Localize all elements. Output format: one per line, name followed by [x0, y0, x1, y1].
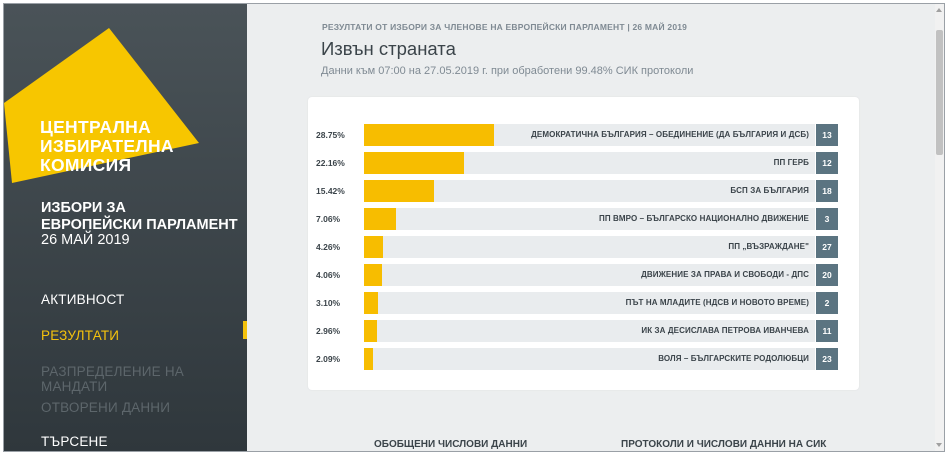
browser-window: ЦЕНТРАЛНА ИЗБИРАТЕЛНА КОМИСИЯ ИЗБОРИ ЗА …	[3, 3, 945, 452]
result-bar-track: БСП ЗА БЪЛГАРИЯ	[364, 180, 815, 202]
result-bar	[364, 264, 383, 286]
breadcrumb: РЕЗУЛТАТИ ОТ ИЗБОРИ ЗА ЧЛЕНОВЕ НА ЕВРОПЕ…	[322, 22, 688, 32]
result-row[interactable]: 4.06% ДВИЖЕНИЕ ЗА ПРАВА И СВОБОДИ - ДПС …	[308, 264, 859, 286]
scroll-up-icon[interactable]	[936, 8, 942, 12]
nav-item-open-data[interactable]: ОТВОРЕНИ ДАННИ	[41, 400, 171, 415]
nav-item-results[interactable]: РЕЗУЛТАТИ	[41, 328, 120, 343]
result-bar	[364, 180, 434, 202]
active-nav-marker	[243, 321, 247, 339]
protocols-link[interactable]: ПРОТОКОЛИ И ЧИСЛОВИ ДАННИ НА СИК	[621, 439, 827, 450]
result-bar	[364, 152, 464, 174]
logo-line: ИЗБИРАТЕЛНА	[40, 136, 174, 156]
result-row[interactable]: 15.42% БСП ЗА БЪЛГАРИЯ 18	[308, 180, 859, 202]
result-bar	[364, 348, 374, 370]
party-name: ПП „ВЪЗРАЖДАНЕ"	[728, 242, 809, 251]
result-bar-track: ВОЛЯ – БЪЛГАРСКИТЕ РОДОЛЮБЦИ	[364, 348, 815, 370]
result-percentage: 4.06%	[316, 270, 341, 280]
result-row[interactable]: 4.26% ПП „ВЪЗРАЖДАНЕ" 27	[308, 236, 859, 258]
page-subtitle: Данни към 07:00 на 27.05.2019 г. при обр…	[321, 65, 694, 77]
cik-logo-shape	[4, 28, 199, 183]
result-bar-track: ПП „ВЪЗРАЖДАНЕ"	[364, 236, 815, 258]
scroll-down-icon[interactable]	[936, 443, 942, 447]
ballot-number-badge: 11	[816, 320, 838, 342]
scrollbar[interactable]	[935, 4, 944, 451]
result-bar	[364, 208, 396, 230]
result-bar	[364, 236, 384, 258]
logo-line: ЦЕНТРАЛНА	[40, 117, 152, 137]
result-percentage: 15.42%	[316, 186, 345, 196]
result-row[interactable]: 2.96% ИК ЗА ДЕСИСЛАВА ПЕТРОВА ИВАНЧЕВА 1…	[308, 320, 859, 342]
result-bar-track: ДЕМОКРАТИЧНА БЪЛГАРИЯ – ОБЕДИНЕНИЕ (ДА Б…	[364, 124, 815, 146]
result-bar-track: ПП ВМРО – БЪЛГАРСКО НАЦИОНАЛНО ДВИЖЕНИЕ	[364, 208, 815, 230]
election-title: ИЗБОРИ ЗА ЕВРОПЕЙСКИ ПАРЛАМЕНТ	[41, 200, 238, 234]
result-percentage: 4.26%	[316, 242, 341, 252]
result-bar-track: ПП ГЕРБ	[364, 152, 815, 174]
ballot-number-badge: 2	[816, 292, 838, 314]
ballot-number-badge: 18	[816, 180, 838, 202]
election-title-line: ИЗБОРИ ЗА	[41, 200, 126, 216]
ballot-number-badge: 13	[816, 124, 838, 146]
election-date: 26 МАЙ 2019	[41, 232, 130, 248]
result-percentage: 2.96%	[316, 326, 341, 336]
party-name: ИК ЗА ДЕСИСЛАВА ПЕТРОВА ИВАНЧЕВА	[641, 326, 809, 335]
cik-logo-text[interactable]: ЦЕНТРАЛНА ИЗБИРАТЕЛНА КОМИСИЯ	[40, 118, 174, 175]
result-row[interactable]: 2.09% ВОЛЯ – БЪЛГАРСКИТЕ РОДОЛЮБЦИ 23	[308, 348, 859, 370]
party-name: ПЪТ НА МЛАДИТЕ (НДСВ И НОВОТО ВРЕМЕ)	[625, 298, 809, 307]
result-bar	[364, 292, 378, 314]
ballot-number-badge: 12	[816, 152, 838, 174]
ballot-number-badge: 27	[816, 236, 838, 258]
sidebar: ЦЕНТРАЛНА ИЗБИРАТЕЛНА КОМИСИЯ ИЗБОРИ ЗА …	[4, 4, 247, 451]
party-name: ДЕМОКРАТИЧНА БЪЛГАРИЯ – ОБЕДИНЕНИЕ (ДА Б…	[531, 130, 809, 139]
result-bar	[364, 320, 378, 342]
nav-item-activity[interactable]: АКТИВНОСТ	[41, 292, 125, 307]
party-name: ПП ВМРО – БЪЛГАРСКО НАЦИОНАЛНО ДВИЖЕНИЕ	[599, 214, 809, 223]
logo-line: КОМИСИЯ	[40, 155, 132, 175]
result-percentage: 2.09%	[316, 354, 341, 364]
ballot-number-badge: 23	[816, 348, 838, 370]
result-percentage: 28.75%	[316, 130, 345, 140]
nav-item-search[interactable]: ТЪРСЕНЕ	[41, 434, 108, 449]
result-bar	[364, 124, 494, 146]
result-percentage: 3.10%	[316, 298, 341, 308]
ballot-number-badge: 20	[816, 264, 838, 286]
party-name: ПП ГЕРБ	[773, 158, 809, 167]
page-title: Извън страната	[321, 38, 456, 59]
party-name: ВОЛЯ – БЪЛГАРСКИТЕ РОДОЛЮБЦИ	[658, 354, 809, 363]
party-name: ДВИЖЕНИЕ ЗА ПРАВА И СВОБОДИ - ДПС	[641, 270, 809, 279]
result-row[interactable]: 7.06% ПП ВМРО – БЪЛГАРСКО НАЦИОНАЛНО ДВИ…	[308, 208, 859, 230]
ballot-number-badge: 3	[816, 208, 838, 230]
result-row[interactable]: 22.16% ПП ГЕРБ 12	[308, 152, 859, 174]
result-bar-track: ДВИЖЕНИЕ ЗА ПРАВА И СВОБОДИ - ДПС	[364, 264, 815, 286]
summary-data-link[interactable]: ОБОБЩЕНИ ЧИСЛОВИ ДАННИ	[374, 439, 528, 450]
result-bar-track: ПЪТ НА МЛАДИТЕ (НДСВ И НОВОТО ВРЕМЕ)	[364, 292, 815, 314]
nav-item-mandates[interactable]: РАЗПРЕДЕЛЕНИЕ НА МАНДАТИ	[41, 364, 184, 394]
result-row[interactable]: 28.75% ДЕМОКРАТИЧНА БЪЛГАРИЯ – ОБЕДИНЕНИ…	[308, 124, 859, 146]
result-row[interactable]: 3.10% ПЪТ НА МЛАДИТЕ (НДСВ И НОВОТО ВРЕМ…	[308, 292, 859, 314]
result-percentage: 7.06%	[316, 214, 341, 224]
scroll-thumb[interactable]	[936, 30, 943, 155]
result-percentage: 22.16%	[316, 158, 345, 168]
result-bar-track: ИК ЗА ДЕСИСЛАВА ПЕТРОВА ИВАНЧЕВА	[364, 320, 815, 342]
results-panel: 28.75% ДЕМОКРАТИЧНА БЪЛГАРИЯ – ОБЕДИНЕНИ…	[308, 97, 859, 390]
party-name: БСП ЗА БЪЛГАРИЯ	[730, 186, 809, 195]
election-title-line: ЕВРОПЕЙСКИ ПАРЛАМЕНТ	[41, 217, 238, 233]
